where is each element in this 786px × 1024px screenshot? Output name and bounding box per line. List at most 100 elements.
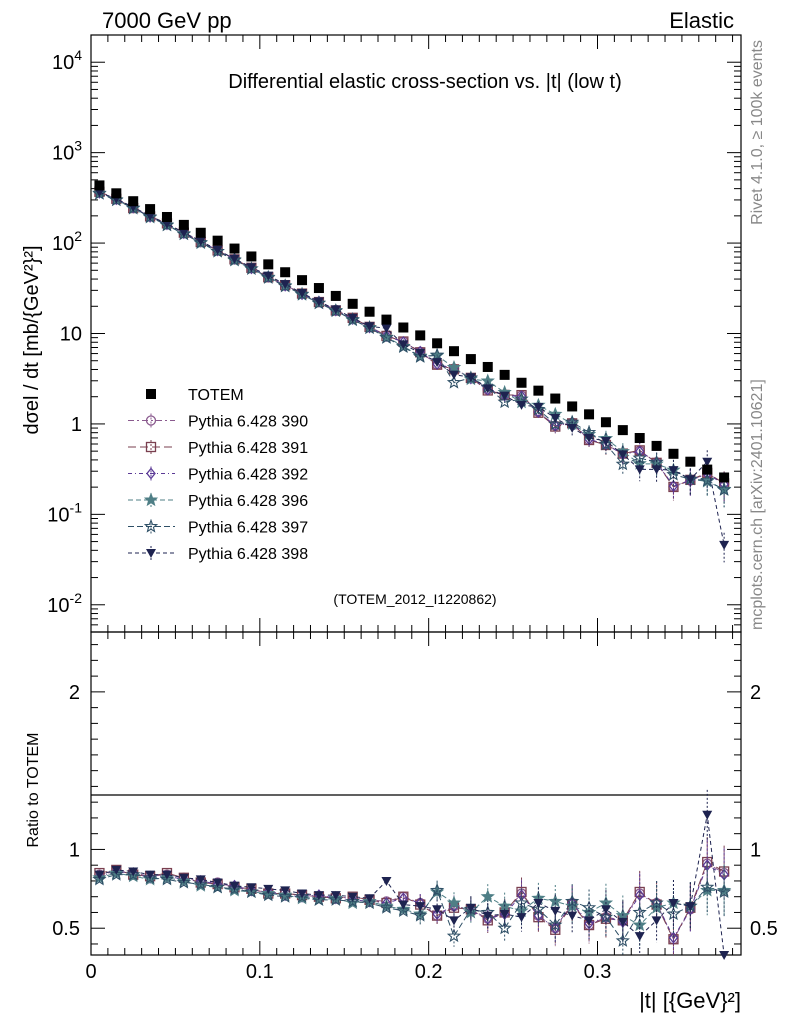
ratio-point: [128, 867, 139, 877]
legend-marker: [143, 492, 159, 507]
legend-label: Pythia 6.428 391: [188, 440, 308, 457]
ratio-point: [415, 902, 426, 912]
data-point: [700, 472, 715, 487]
ratio-point: [685, 902, 696, 912]
ratio-point: [499, 910, 510, 920]
ratio-point: [246, 884, 257, 897]
ratio-point: [615, 933, 630, 947]
data-point: [499, 369, 510, 380]
data-point: [516, 400, 527, 410]
data-point: [432, 358, 443, 368]
data-point: [280, 267, 291, 278]
data-point: [297, 275, 308, 286]
data-point: [313, 297, 324, 307]
ratio-point: [229, 881, 240, 891]
data-point: [668, 480, 679, 493]
y-axis-label: dσel / dt [mb/{GeV²}²]: [21, 245, 43, 434]
ratio-line: [99, 874, 725, 942]
ratio-point: [280, 886, 291, 896]
data-point: [550, 393, 561, 404]
y-tick-label: 103: [52, 138, 82, 165]
ratio-point: [533, 899, 544, 909]
watermark: (TOTEM_2012_I1220862): [333, 591, 496, 607]
ratio-point: [716, 884, 732, 899]
ratio-point: [668, 931, 679, 944]
ratio-point: [161, 870, 172, 880]
ratio-point: [362, 895, 377, 910]
data-point: [668, 466, 679, 476]
data-point: [94, 188, 105, 198]
data-point: [195, 227, 206, 238]
data-point: [161, 219, 172, 229]
ratio-y-tick-label-right: 2: [750, 682, 761, 704]
data-point: [482, 384, 493, 394]
series-ratio-6: [94, 789, 730, 960]
data-point: [94, 180, 105, 191]
x-tick-label: 0.3: [584, 961, 612, 983]
data-point: [600, 436, 611, 446]
data-point: [567, 423, 578, 433]
legend-label: Pythia 6.428 392: [188, 467, 308, 484]
data-point: [297, 289, 308, 299]
ratio-point: [246, 883, 257, 893]
ratio-point: [600, 905, 611, 915]
data-point: [716, 482, 732, 496]
data-point: [615, 456, 630, 471]
data-point: [584, 433, 595, 443]
ratio-point: [111, 865, 122, 875]
legend-label: Pythia 6.428 396: [188, 493, 308, 510]
data-point: [398, 322, 409, 333]
legend-marker: [143, 518, 159, 533]
data-point: [347, 313, 358, 323]
data-point: [448, 370, 459, 380]
data-point: [482, 361, 493, 372]
ratio-point: [548, 893, 563, 908]
ratio-point: [497, 920, 512, 935]
ratio-point: [516, 913, 527, 923]
data-point: [212, 245, 223, 255]
y-tick-label: 10-1: [47, 499, 82, 526]
ratio-point: [278, 889, 293, 903]
data-point: [347, 298, 358, 309]
data-point: [364, 306, 375, 317]
ratio-point: [263, 884, 274, 894]
ratio-point: [716, 882, 732, 897]
rivet-version-label: Rivet 4.1.0, ≥ 100k events: [749, 40, 766, 225]
ratio-point: [94, 870, 105, 880]
data-point: [600, 417, 611, 428]
data-point: [415, 348, 426, 358]
data-point: [161, 211, 172, 222]
ratio-point: [345, 893, 360, 908]
series-line: [99, 193, 725, 491]
ratio-y-tick-label-right: 0.5: [750, 918, 778, 940]
data-point: [263, 271, 274, 281]
data-point: [550, 413, 561, 423]
data-point: [533, 402, 544, 412]
x-tick-label: 0.1: [246, 961, 274, 983]
ratio-point: [381, 876, 392, 886]
ratio-y-tick-label: 2: [69, 682, 80, 704]
data-point: [145, 204, 156, 215]
ratio-point: [347, 892, 358, 902]
legend-item: Pythia 6.428 397: [128, 518, 308, 537]
data-point: [111, 188, 122, 199]
data-point: [617, 425, 628, 436]
ratio-line: [99, 814, 725, 956]
x-tick-label: 0: [85, 961, 96, 983]
ratio-point: [465, 903, 476, 913]
y-tick-label: 104: [52, 47, 82, 74]
ratio-point: [398, 900, 409, 910]
data-point: [634, 433, 645, 444]
ratio-point: [413, 908, 428, 922]
series-ratio-3: [94, 840, 729, 955]
legend-item: Pythia 6.428 398: [128, 546, 308, 563]
data-point: [651, 440, 662, 451]
ratio-point: [193, 876, 208, 891]
series-main-6: [94, 188, 730, 563]
ratio-point: [516, 889, 527, 902]
ratio-point: [446, 895, 462, 910]
ratio-point: [584, 916, 595, 926]
ratio-point: [294, 889, 310, 903]
legend-item: Pythia 6.428 396: [128, 492, 308, 510]
